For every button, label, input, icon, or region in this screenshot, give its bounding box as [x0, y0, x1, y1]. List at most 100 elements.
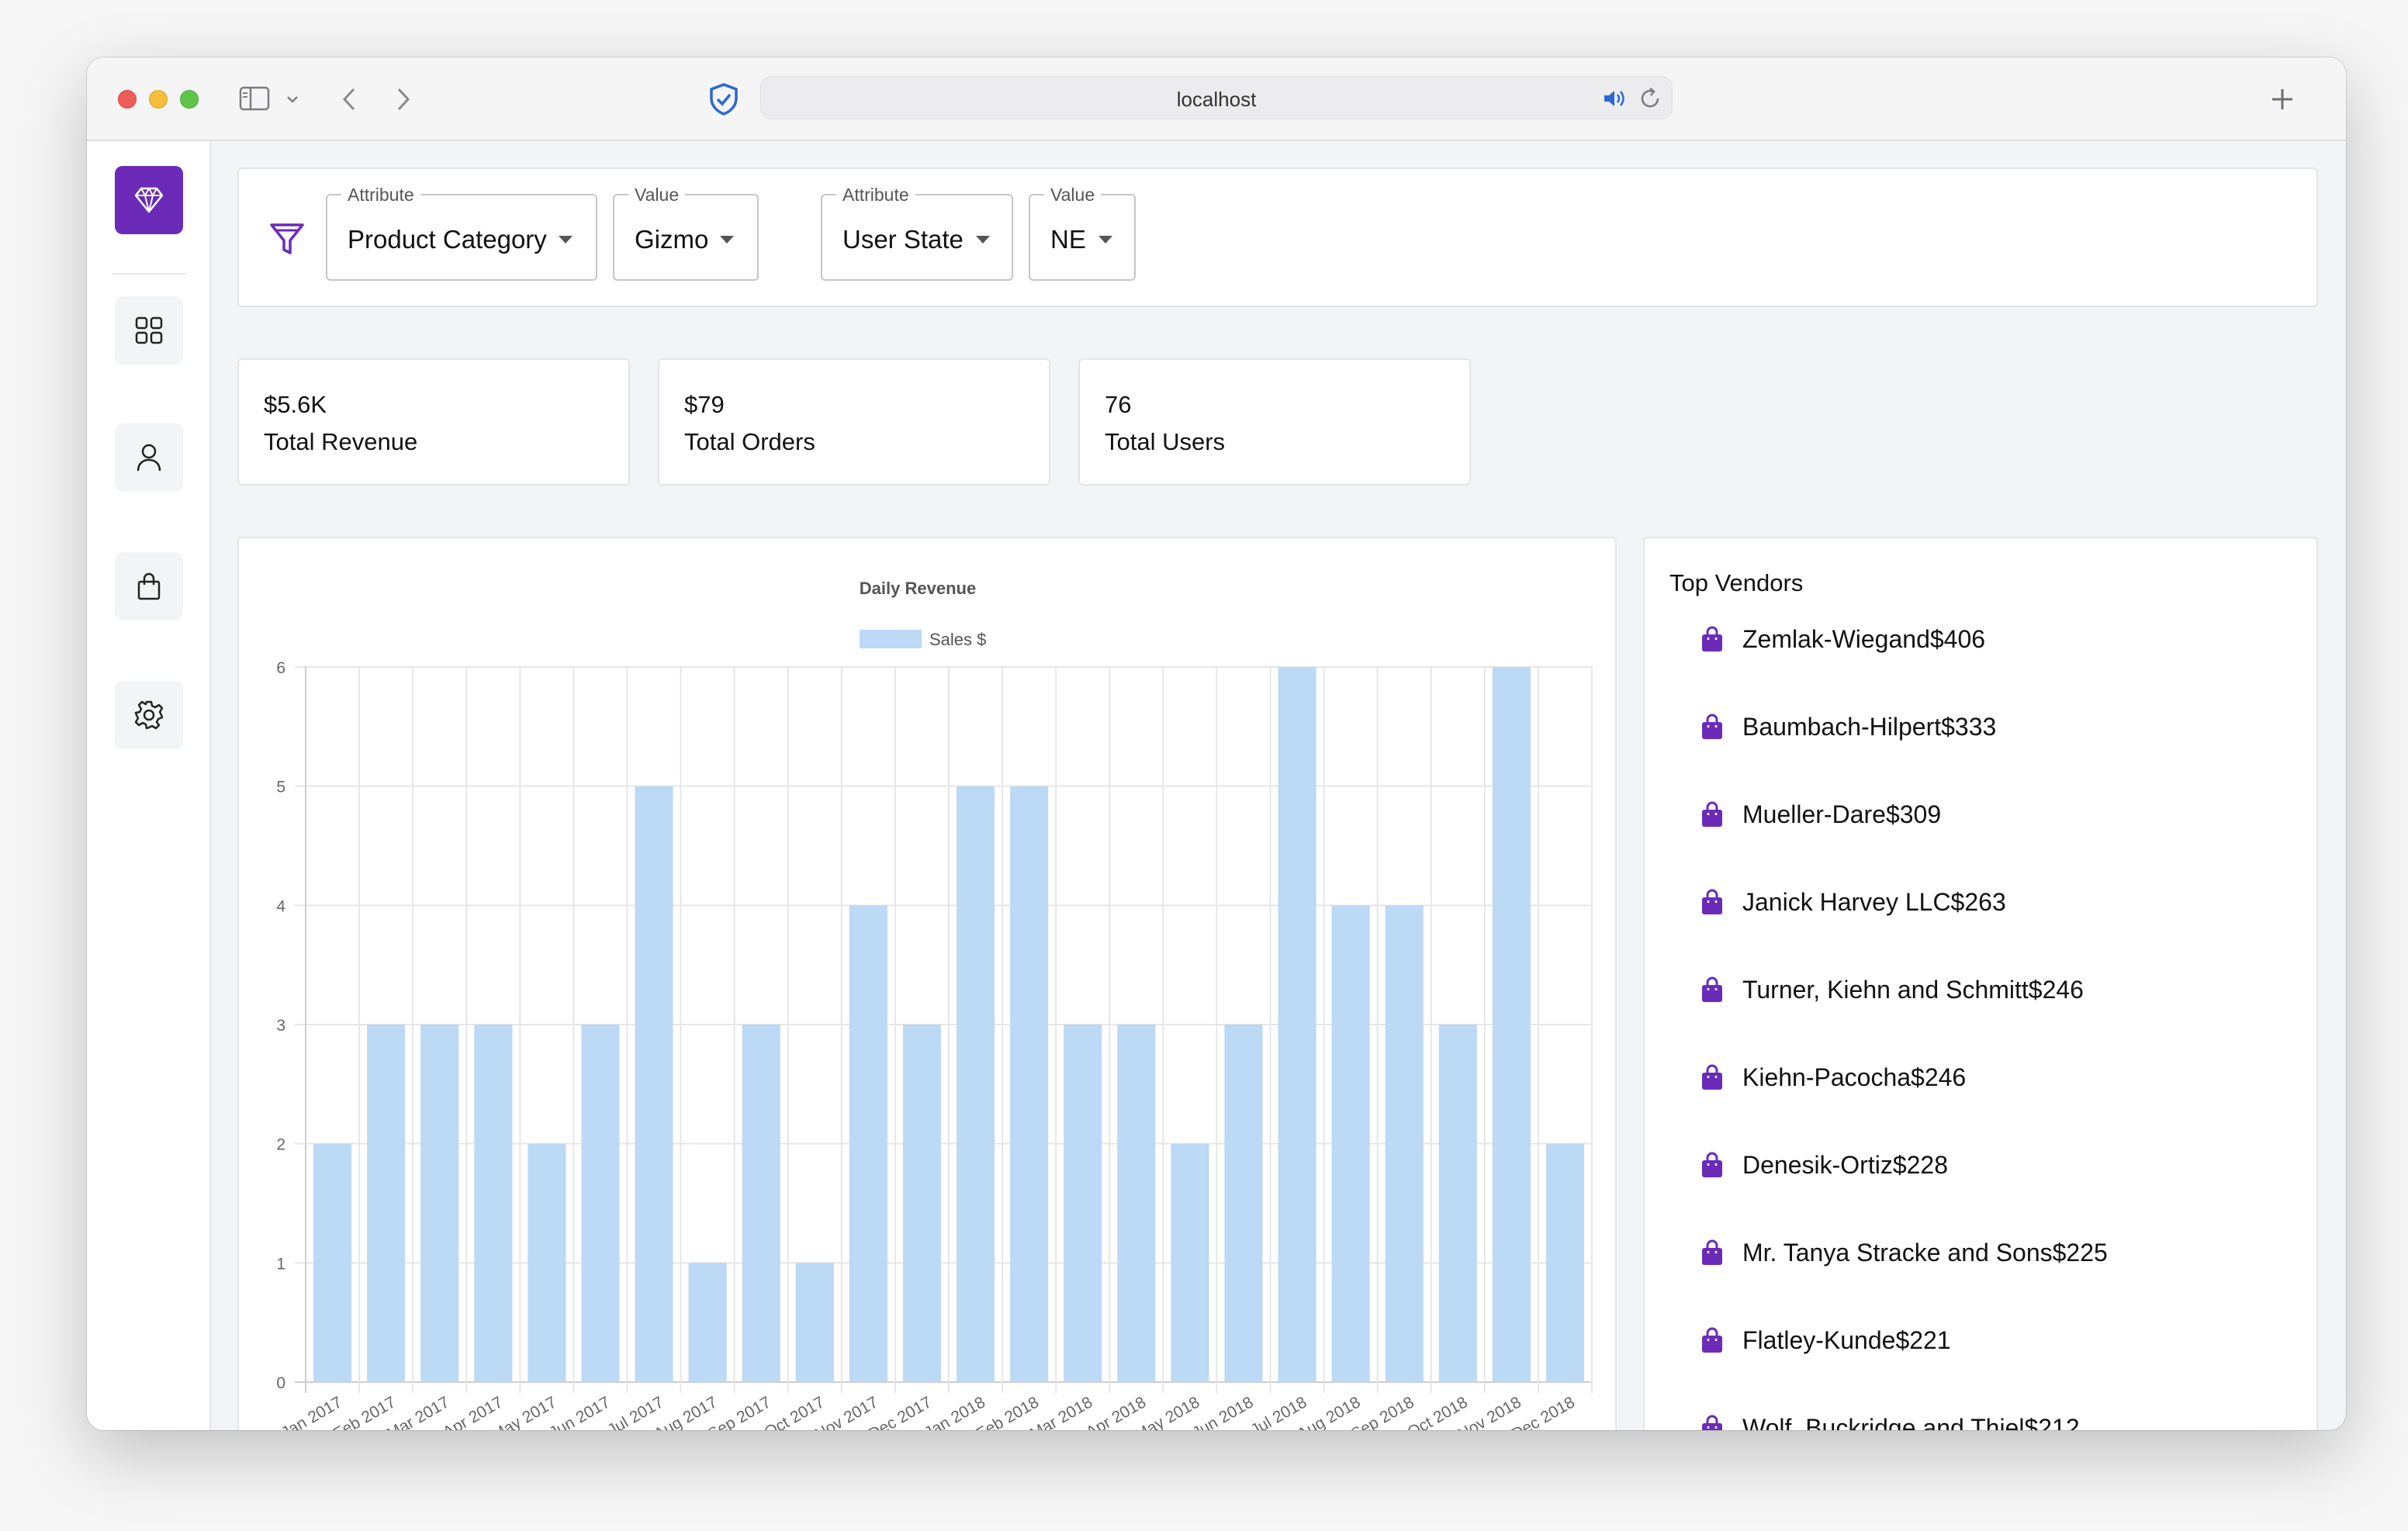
y-tick-label: 3	[276, 1017, 285, 1035]
caret-down-icon	[559, 236, 573, 244]
shopping-bag-icon	[1702, 976, 1722, 1002]
shopping-bag-icon	[1702, 1239, 1722, 1265]
bar	[528, 1143, 566, 1382]
vendor-name: Mueller-Dare$309	[1742, 800, 1942, 828]
bar	[635, 786, 673, 1382]
shopping-bag-icon	[1702, 801, 1722, 827]
bar	[1010, 786, 1049, 1382]
chevron-down-icon[interactable]	[285, 95, 299, 104]
vendor-item: Kiehn-Pacocha$246	[1700, 1060, 1966, 1094]
stat-card-users: 76 Total Users	[1078, 358, 1471, 486]
sidebar-toggle-icon[interactable]	[239, 85, 270, 112]
attribute-select-1-value: Product Category	[348, 225, 547, 254]
bar	[420, 1025, 459, 1382]
vendor-item: Janick Harvey LLC$263	[1700, 885, 2006, 919]
bar	[1171, 1143, 1209, 1382]
sidebar-item-home[interactable]	[115, 166, 183, 234]
speaker-icon[interactable]	[1602, 88, 1627, 109]
y-tick-label: 0	[276, 1374, 285, 1392]
attribute-select-2-label: Attribute	[836, 184, 915, 206]
shopping-bag-icon	[1702, 1064, 1722, 1090]
value-select-1-value: Gizmo	[635, 225, 709, 254]
user-icon	[137, 444, 161, 472]
shield-icon[interactable]	[708, 82, 740, 116]
vendor-name: Flatley-Kunde$221	[1742, 1326, 1951, 1354]
vendor-name: Wolf, Buckridge and Thiel$212	[1742, 1414, 2080, 1430]
vendor-name: Baumbach-Hilpert$333	[1742, 713, 1997, 741]
stat-card-revenue: $5.6K Total Revenue	[237, 358, 630, 486]
caret-down-icon	[720, 236, 734, 244]
shopping-bag-icon	[1702, 714, 1722, 739]
bar	[1438, 1025, 1477, 1382]
caret-down-icon	[976, 236, 990, 244]
minimize-window-button[interactable]	[149, 90, 168, 109]
bar	[1224, 1025, 1263, 1382]
sidebar-divider	[112, 273, 186, 275]
vendor-name: Janick Harvey LLC$263	[1742, 888, 2006, 916]
sidebar-item-settings[interactable]	[115, 681, 183, 749]
value-select-2[interactable]: Value NE	[1029, 184, 1136, 281]
stat-label: Total Users	[1105, 428, 1226, 455]
bar	[1064, 1025, 1102, 1382]
attribute-select-1[interactable]: Attribute Product Category	[326, 184, 597, 281]
y-tick-label: 1	[276, 1255, 285, 1273]
vendor-name: Turner, Kiehn and Schmitt$246	[1742, 976, 2084, 1004]
back-icon[interactable]	[340, 87, 358, 112]
value-select-2-label: Value	[1044, 184, 1102, 206]
shopping-bag-icon	[137, 572, 161, 600]
stat-value: 76	[1105, 391, 1132, 418]
sidebar-item-users[interactable]	[115, 423, 183, 492]
shopping-bag-icon	[1702, 626, 1722, 651]
vendor-item: Wolf, Buckridge and Thiel$212	[1700, 1411, 2080, 1430]
bar	[1385, 905, 1424, 1382]
legend-swatch	[860, 630, 922, 648]
stat-value: $5.6K	[264, 391, 327, 418]
y-tick-label: 6	[276, 659, 285, 677]
bar	[474, 1025, 513, 1382]
bar	[795, 1263, 834, 1382]
bar	[957, 786, 995, 1382]
zoom-window-button[interactable]	[180, 90, 199, 109]
bar	[581, 1025, 620, 1382]
bar	[1117, 1025, 1156, 1382]
sidebar-item-dashboard[interactable]	[115, 296, 183, 365]
browser-toolbar: localhost	[87, 57, 2346, 141]
vendor-item: Denesik-Ortiz$228	[1700, 1148, 1948, 1182]
sidebar-item-orders[interactable]	[115, 552, 183, 620]
new-tab-icon[interactable]	[2270, 87, 2295, 112]
y-tick-label: 4	[276, 897, 285, 915]
bar	[1278, 667, 1316, 1382]
vendor-item: Turner, Kiehn and Schmitt$246	[1700, 973, 2084, 1007]
stat-card-orders: $79 Total Orders	[658, 358, 1050, 486]
address-bar[interactable]: localhost	[760, 76, 1673, 119]
bar	[688, 1263, 727, 1382]
stat-value: $79	[684, 391, 725, 418]
vendor-item: Baumbach-Hilpert$333	[1700, 710, 1996, 744]
vendor-name: Zemlak-Wiegand$406	[1742, 625, 1986, 653]
gear-icon	[134, 700, 164, 730]
funnel-icon	[270, 223, 304, 254]
reload-icon[interactable]	[1639, 86, 1662, 111]
value-select-2-value: NE	[1050, 225, 1086, 254]
vendor-item: Mueller-Dare$309	[1700, 797, 1941, 831]
shopping-bag-icon	[1702, 1327, 1722, 1353]
close-window-button[interactable]	[118, 90, 137, 109]
x-tick-label: Jun 2017	[546, 1393, 613, 1430]
shopping-bag-icon	[1702, 1152, 1722, 1177]
diamond-icon	[134, 187, 164, 213]
browser-window: localhost	[87, 57, 2346, 1430]
bar	[849, 905, 887, 1382]
bar	[742, 1025, 780, 1382]
shopping-bag-icon	[1702, 1415, 1722, 1430]
value-select-1[interactable]: Value Gizmo	[613, 184, 759, 281]
vendor-item: Flatley-Kunde$221	[1700, 1323, 1951, 1357]
caret-down-icon	[1098, 236, 1112, 244]
attribute-select-2[interactable]: Attribute User State	[821, 184, 1013, 281]
bar	[1545, 1143, 1584, 1382]
legend-label: Sales $	[929, 630, 986, 649]
chart-title: Daily Revenue	[860, 579, 976, 598]
forward-icon[interactable]	[394, 87, 413, 112]
top-vendors-title: Top Vendors	[1669, 569, 1804, 596]
top-vendors-card: Top Vendors Zemlak-Wiegand$406 Baumbach-H…	[1643, 537, 2318, 1430]
